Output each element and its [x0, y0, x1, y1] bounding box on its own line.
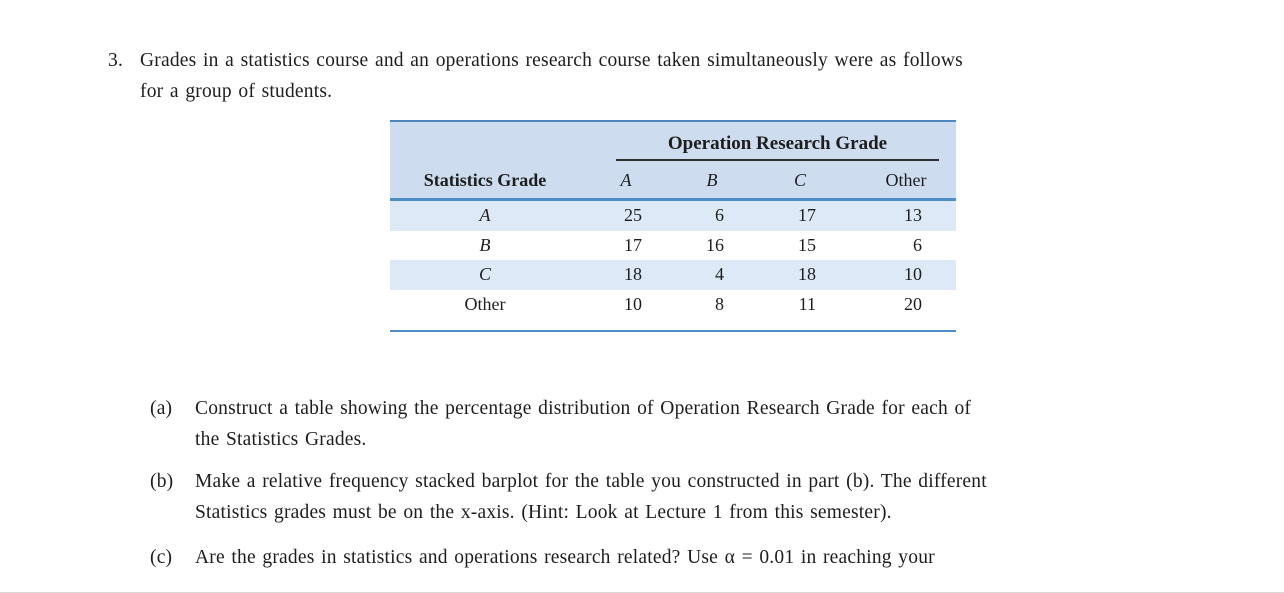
problem-text-line-2: for a group of students.	[140, 80, 333, 102]
problem-text: Grades in a statistics course and an ope…	[140, 46, 963, 107]
col-header-other: Other	[885, 170, 927, 190]
table-row-c: C 18 4 18 10	[390, 260, 956, 290]
problem-statement: 3. Grades in a statistics course and an …	[108, 46, 963, 107]
table-row-other: Other 10 8 11 20	[390, 290, 956, 320]
table-row-b: B 17 16 15 6	[390, 231, 956, 261]
table-cell: 16	[706, 234, 724, 255]
row-label: Other	[464, 293, 506, 314]
table-cell: 13	[904, 205, 922, 226]
table-cell: 17	[624, 234, 642, 255]
question-b: (b) Make a relative frequency stacked ba…	[150, 466, 987, 528]
question-c-label: (c)	[150, 547, 173, 568]
table-cell: 18	[798, 264, 816, 285]
question-c-line-1: Are the grades in statistics and operati…	[195, 547, 935, 568]
table-cell: 11	[798, 293, 816, 314]
table-cell: 6	[715, 205, 724, 226]
row-label: A	[479, 205, 491, 226]
col-header-c: C	[793, 170, 806, 190]
table-cell: 10	[624, 293, 642, 314]
table-cell: 8	[715, 293, 724, 314]
table-cell: 4	[715, 264, 724, 285]
question-c-text: Are the grades in statistics and operati…	[195, 542, 935, 573]
question-a-line-1: Construct a table showing the percentage…	[195, 398, 972, 419]
table-cell: 18	[624, 264, 642, 285]
question-b-line-2: Statistics grades must be on the x-axis.…	[195, 502, 892, 523]
table-cell: 6	[913, 234, 922, 255]
table-cell: 10	[904, 264, 922, 285]
question-b-text: Make a relative frequency stacked barplo…	[195, 466, 987, 528]
question-a-text: Construct a table showing the percentage…	[195, 393, 971, 455]
question-b-label: (b)	[150, 471, 174, 492]
question-b-line-1: Make a relative frequency stacked barplo…	[195, 471, 987, 492]
table-bottom-rule	[390, 319, 956, 332]
col-header-statistics-grade: Statistics Grade	[423, 170, 547, 190]
question-a-label: (a)	[150, 398, 173, 419]
table-span-header: Operation Research Grade	[667, 133, 888, 154]
problem-number: 3.	[108, 50, 124, 71]
row-label: B	[479, 234, 491, 255]
question-a: (a) Construct a table showing the percen…	[150, 393, 971, 455]
table-row-a: A 25 6 17 13	[390, 201, 956, 231]
problem-text-line-1: Grades in a statistics course and an ope…	[140, 50, 963, 71]
col-header-b: B	[706, 170, 718, 190]
grades-table: Operation Research Grade Statistics Grad…	[390, 120, 956, 332]
table-cell: 20	[904, 293, 922, 314]
span-header-rule	[616, 159, 939, 161]
col-header-a: A	[620, 170, 632, 190]
question-c: (c) Are the grades in statistics and ope…	[150, 542, 935, 573]
row-label: C	[478, 264, 491, 285]
table-cell: 15	[798, 234, 816, 255]
table-cell: 25	[624, 205, 642, 226]
table-column-header-row: Statistics Grade A B C Other	[390, 163, 956, 198]
question-a-line-2: the Statistics Grades.	[195, 429, 367, 450]
table-header-section: Operation Research Grade Statistics Grad…	[390, 120, 956, 201]
table-cell: 17	[798, 205, 816, 226]
